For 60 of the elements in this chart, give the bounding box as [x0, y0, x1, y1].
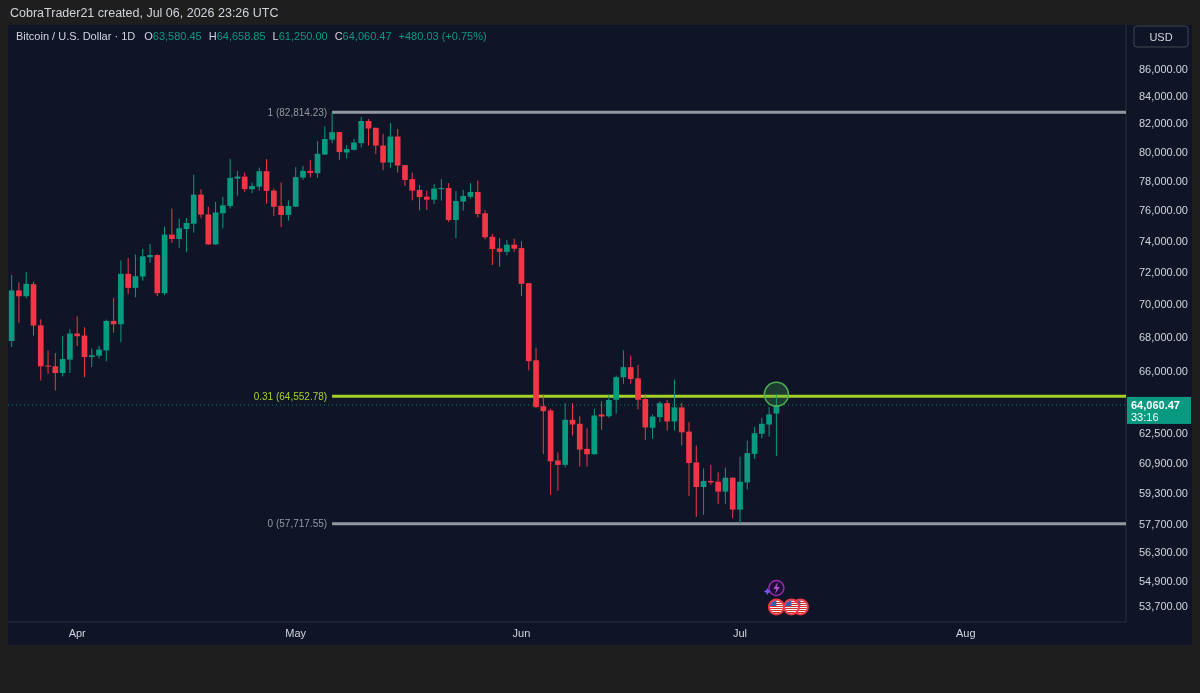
candlestick — [423, 190, 430, 211]
annotation: H64,658.85 — [208, 30, 266, 42]
candlestick — [23, 271, 30, 299]
chart-title: Bitcoin / U.S. Dollar · 1D — [16, 30, 136, 42]
candlestick — [358, 116, 365, 149]
candlestick — [569, 402, 576, 437]
y-tick-label: 66,000.00 — [1139, 364, 1188, 377]
y-tick-label: 59,300.00 — [1139, 486, 1188, 499]
annotation: +480.03 (+0.75%) — [398, 30, 487, 42]
x-tick-label: May — [285, 627, 307, 639]
annotation: L61,250.00 — [272, 30, 328, 42]
text: USD — [1149, 30, 1173, 43]
candlestick — [16, 281, 22, 324]
y-tick-label: 70,000.00 — [1139, 297, 1188, 310]
candlestick — [52, 352, 59, 391]
series-label: 0.31 (64,552.78) — [253, 390, 328, 402]
candlestick — [125, 257, 132, 295]
candlestick — [169, 208, 175, 244]
candlestick — [751, 426, 758, 460]
annotation: C64,060.47 — [334, 30, 392, 42]
candlestick — [715, 471, 721, 505]
y-tick-label: 78,000.00 — [1139, 174, 1188, 187]
text: 33:16 — [1131, 410, 1159, 423]
candlestick — [431, 183, 437, 205]
candlestick — [365, 118, 372, 147]
y-tick-label: 54,900.00 — [1139, 574, 1188, 587]
candlestick — [496, 237, 503, 268]
ref-line-label: 64,060.47 — [1131, 398, 1180, 411]
y-tick-label: 62,500.00 — [1139, 427, 1188, 440]
series-label: 1 (82,814.23) — [267, 106, 328, 118]
candlestick — [45, 349, 51, 375]
y-tick-label: 84,000.00 — [1139, 90, 1188, 103]
y-tick-label: 76,000.00 — [1139, 204, 1188, 217]
y-tick-label: 56,300.00 — [1139, 546, 1188, 559]
annotation: O63,580.45 — [144, 30, 202, 42]
candlestick — [555, 451, 561, 492]
candlestick — [380, 133, 386, 171]
candlestick — [664, 399, 670, 431]
candlestick — [504, 239, 510, 256]
x-tick-label: Jun — [512, 627, 531, 639]
y-tick-label: 82,000.00 — [1139, 117, 1188, 130]
series-label: 0 (57,717.55) — [267, 518, 328, 530]
candlestick — [241, 172, 248, 193]
y-tick-label: 74,000.00 — [1139, 234, 1188, 247]
y-tick-label: 86,000.00 — [1139, 63, 1188, 76]
candlestick — [598, 400, 605, 431]
y-tick-label: 72,000.00 — [1139, 265, 1188, 278]
text: CobraTrader21 created, Jul 06, 2026 23:26 UTC — [10, 6, 279, 20]
x-tick-label: Apr — [68, 627, 87, 639]
candlestick — [176, 218, 182, 249]
candlestick — [613, 374, 619, 415]
candlestick — [372, 127, 379, 155]
y-tick-label: 80,000.00 — [1139, 145, 1188, 158]
y-tick-label: 68,000.00 — [1139, 330, 1188, 343]
y-tick-label: 60,900.00 — [1139, 456, 1188, 469]
x-tick-label: Jul — [732, 627, 748, 639]
y-tick-label: 57,700.00 — [1139, 518, 1188, 531]
candlestick — [132, 253, 139, 298]
y-tick-label: 53,700.00 — [1139, 600, 1188, 613]
x-tick-label: Aug — [955, 627, 976, 639]
